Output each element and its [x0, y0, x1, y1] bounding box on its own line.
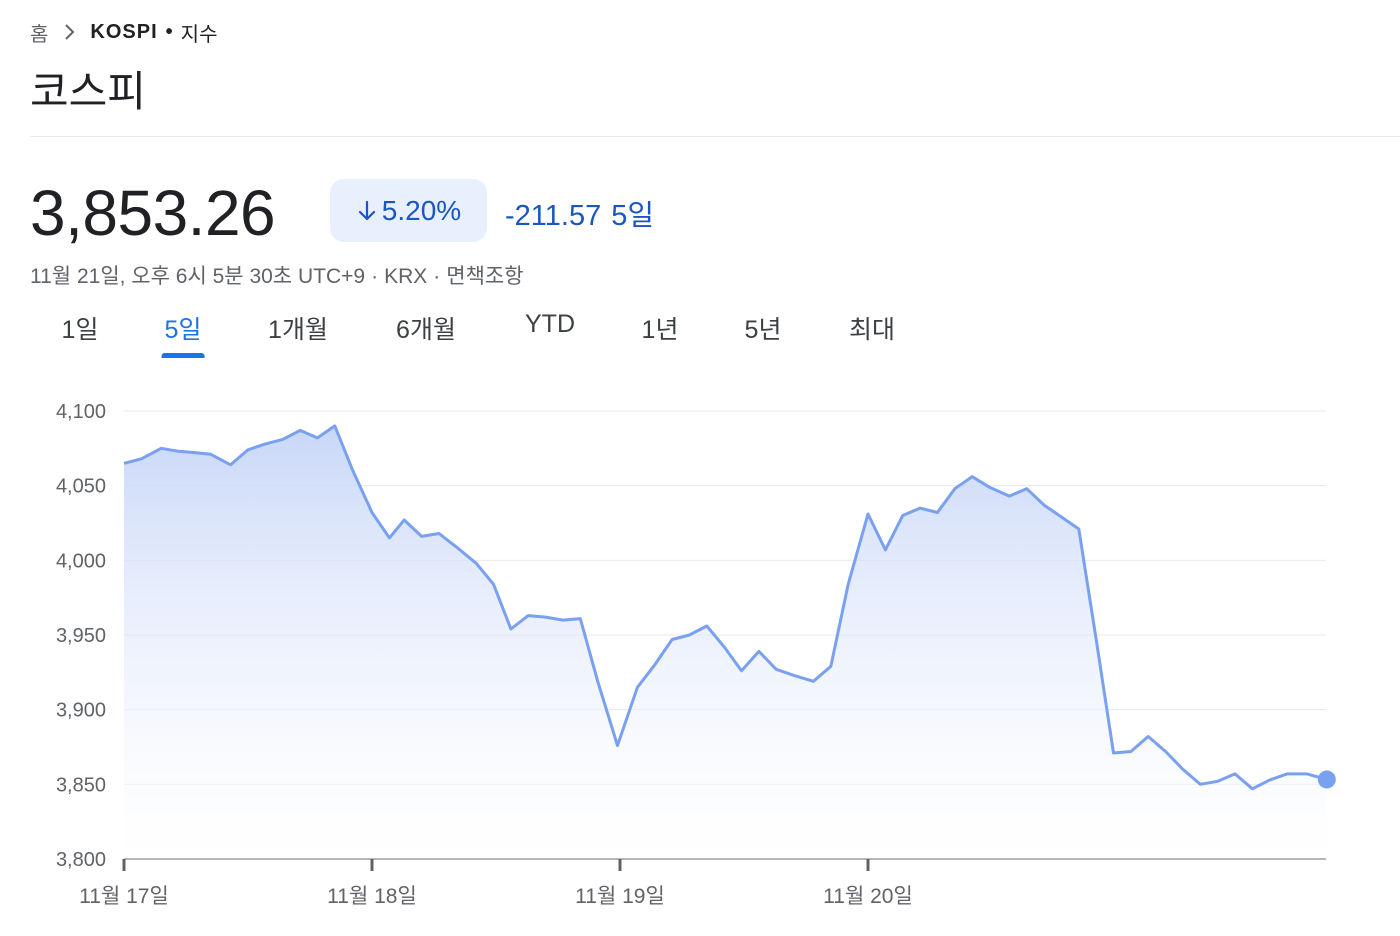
x-tick-label: 11월 17일	[79, 885, 169, 908]
chevron-right-icon	[64, 23, 76, 41]
tab-5d[interactable]: 5일	[161, 310, 205, 358]
price-chart[interactable]: 4,100 4,050 4,000 3,950 3,900 3,850 3,800 11월 1…	[0, 380, 1400, 925]
breadcrumb-home-link[interactable]: 홈	[30, 23, 49, 46]
change-percent: 5.20%	[381, 194, 462, 226]
timestamp: 11월 21일, 오후 6시 5분 30초 UTC+9	[30, 265, 366, 288]
header-divider	[30, 136, 1400, 137]
meta-dot: ·	[433, 265, 441, 288]
price-area	[124, 425, 1327, 859]
tab-6m[interactable]: 6개월	[396, 316, 456, 344]
tab-1y[interactable]: 1년	[641, 316, 679, 344]
breadcrumb-current: KOSPI	[90, 20, 158, 43]
x-tick-label: 11월 20일	[823, 885, 913, 908]
arrow-down-icon	[358, 200, 375, 220]
y-tick-label: 4,000	[56, 550, 106, 572]
y-tick-label: 3,900	[56, 700, 106, 722]
tab-ytd[interactable]: YTD	[525, 310, 575, 338]
y-tick-label: 3,950	[56, 625, 106, 647]
breadcrumb-type: 지수	[180, 23, 218, 46]
change-value: -211.57	[505, 200, 602, 232]
breadcrumb-separator: •	[165, 20, 173, 43]
change-percent-badge: 5.20%	[330, 179, 487, 242]
current-price: 3,853.26	[30, 177, 276, 249]
y-tick-label: 3,850	[56, 774, 106, 796]
y-tick-label: 3,800	[56, 849, 106, 871]
price-line	[123, 424, 1328, 791]
tab-max[interactable]: 최대	[848, 316, 896, 344]
x-tick-label: 11월 18일	[327, 885, 417, 908]
meta-dot: ·	[371, 265, 379, 288]
tab-1m[interactable]: 1개월	[268, 316, 328, 344]
page-title: 코스피	[30, 68, 146, 115]
quote-meta: 11월 21일, 오후 6시 5분 30초 UTC+9 · KRX · 면책조항	[30, 260, 524, 290]
y-tick-label: 4,100	[56, 401, 106, 423]
last-price-marker	[1317, 770, 1336, 789]
tab-5y[interactable]: 5년	[744, 316, 782, 344]
y-tick-label: 4,050	[56, 476, 106, 498]
exchange: KRX	[384, 265, 428, 288]
change-period: 5일	[611, 200, 655, 232]
change-summary: -211.57 5일	[505, 192, 654, 234]
tab-1d[interactable]: 1일	[61, 316, 99, 344]
breadcrumb: 홈 KOSPI • 지수	[30, 18, 217, 46]
range-tabs: 1일 5일 1개월 6개월 YTD 1년 5년 최대	[0, 310, 1000, 358]
x-tick-label: 11월 19일	[575, 885, 665, 908]
disclaimer-link[interactable]: 면책조항	[446, 265, 524, 288]
